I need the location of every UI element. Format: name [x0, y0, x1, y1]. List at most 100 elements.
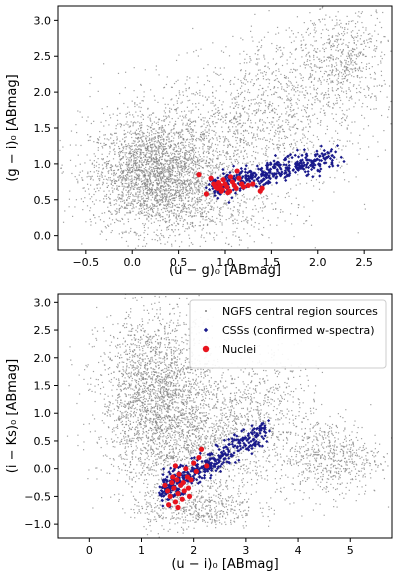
- field-source-point: [129, 212, 132, 214]
- field-source-point: [205, 151, 208, 153]
- field-source-point: [344, 119, 347, 122]
- field-source-point: [165, 115, 167, 117]
- field-source-point: [234, 117, 236, 120]
- field-source-point: [93, 193, 95, 196]
- field-source-point: [237, 222, 239, 225]
- field-source-point: [137, 199, 139, 201]
- field-source-point: [192, 148, 195, 150]
- field-source-point: [291, 116, 293, 119]
- field-source-point: [157, 199, 159, 201]
- field-source-point: [128, 182, 130, 184]
- field-source-point: [190, 167, 192, 169]
- field-source-point: [134, 161, 136, 163]
- field-source-point: [189, 188, 191, 190]
- field-source-point: [347, 53, 350, 55]
- field-source-point: [155, 176, 157, 179]
- field-source-point: [166, 163, 168, 165]
- field-source-point: [350, 95, 353, 97]
- field-source-point: [155, 146, 158, 148]
- field-source-point: [171, 117, 173, 120]
- field-source-point: [170, 140, 172, 143]
- field-source-point: [234, 231, 236, 233]
- field-source-point: [139, 234, 142, 236]
- field-source-point: [129, 186, 132, 189]
- field-source-point: [87, 139, 90, 142]
- field-source-point: [97, 138, 99, 140]
- field-source-point: [380, 26, 383, 29]
- field-source-point: [71, 215, 74, 217]
- field-source-point: [267, 108, 270, 110]
- field-source-point: [355, 63, 357, 65]
- field-source-point: [332, 45, 334, 48]
- field-source-point: [202, 146, 204, 148]
- field-source-point: [220, 154, 222, 156]
- field-source-point: [119, 92, 121, 95]
- field-source-point: [145, 170, 148, 172]
- field-source-point: [175, 108, 177, 111]
- field-source-point: [128, 166, 130, 168]
- field-source-point: [214, 97, 216, 99]
- field-source-point: [141, 100, 143, 102]
- field-source-point: [161, 136, 163, 138]
- field-source-point: [122, 172, 124, 174]
- field-source-point: [218, 74, 220, 76]
- field-source-point: [263, 185, 266, 187]
- field-source-point: [304, 110, 307, 112]
- field-source-point: [157, 178, 159, 180]
- field-source-point: [180, 169, 182, 171]
- field-source-point: [323, 59, 326, 62]
- field-source-point: [346, 109, 348, 111]
- field-source-point: [135, 178, 137, 181]
- field-source-point: [296, 16, 299, 18]
- field-source-point: [168, 206, 170, 208]
- field-source-point: [243, 196, 245, 198]
- field-source-point: [230, 92, 233, 94]
- field-sources-series: [58, 6, 392, 250]
- field-source-point: [179, 163, 181, 165]
- field-source-point: [251, 79, 253, 81]
- field-source-point: [230, 119, 233, 121]
- field-source-point: [140, 129, 142, 131]
- field-source-point: [268, 104, 271, 106]
- field-source-point: [344, 28, 346, 31]
- field-source-point: [158, 147, 160, 149]
- field-source-point: [264, 109, 266, 112]
- field-source-point: [172, 182, 174, 184]
- field-source-point: [162, 146, 164, 148]
- field-source-point: [114, 132, 116, 135]
- field-source-point: [210, 193, 212, 195]
- field-source-point: [143, 153, 145, 156]
- field-source-point: [296, 147, 298, 149]
- field-source-point: [161, 185, 163, 187]
- field-source-point: [177, 142, 180, 144]
- field-source-point: [159, 182, 161, 184]
- field-source-point: [175, 216, 177, 218]
- field-source-point: [108, 177, 110, 179]
- field-source-point: [169, 181, 172, 183]
- field-source-point: [243, 107, 245, 109]
- field-source-point: [135, 192, 137, 194]
- field-source-point: [316, 51, 318, 54]
- field-source-point: [131, 179, 134, 181]
- field-source-point: [118, 175, 121, 177]
- field-source-point: [187, 190, 189, 192]
- field-source-point: [135, 184, 137, 186]
- field-source-point: [201, 229, 203, 231]
- field-source-point: [206, 75, 208, 77]
- field-source-point: [115, 164, 117, 166]
- field-source-point: [273, 107, 276, 110]
- field-source-point: [237, 133, 239, 135]
- field-source-point: [328, 57, 330, 59]
- field-source-point: [134, 105, 136, 108]
- field-source-point: [195, 215, 197, 217]
- field-source-point: [217, 157, 219, 159]
- field-source-point: [254, 136, 256, 139]
- field-source-point: [223, 141, 225, 143]
- field-source-point: [150, 158, 153, 160]
- field-source-point: [323, 72, 325, 75]
- field-source-point: [173, 147, 175, 149]
- field-source-point: [118, 153, 120, 155]
- field-source-point: [318, 58, 320, 60]
- field-source-point: [310, 81, 313, 83]
- field-source-point: [154, 161, 156, 163]
